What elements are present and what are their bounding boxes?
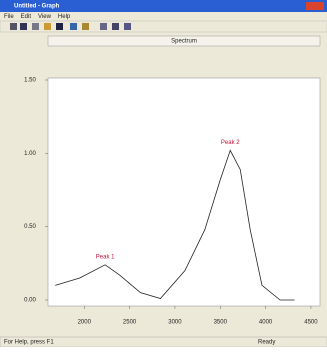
y-tick-label: 1.00 — [24, 151, 36, 157]
x-tick-label: 2500 — [123, 320, 137, 326]
header-bar — [47, 35, 321, 47]
close-button[interactable] — [306, 2, 324, 10]
y-tick-label: 0.00 — [24, 298, 36, 304]
plot-area — [47, 77, 321, 307]
toolbar — [0, 20, 327, 33]
status-text: For Help, press F1 — [4, 340, 54, 346]
menu-item[interactable]: Edit — [21, 14, 32, 20]
x-tick-label: 3000 — [168, 320, 182, 326]
annotation: Peak 2 — [221, 140, 240, 146]
menu-item[interactable]: Help — [58, 14, 71, 20]
status-ready: Ready — [258, 340, 275, 346]
menu-item[interactable]: View — [38, 14, 52, 20]
y-tick-label: 1.50 — [24, 78, 36, 84]
x-tick-label: 2000 — [78, 320, 92, 326]
x-tick-label: 4500 — [304, 320, 318, 326]
x-tick-label: 3500 — [214, 320, 228, 326]
title-bar — [0, 0, 327, 12]
y-tick-label: 0.50 — [24, 224, 36, 230]
toolbar-icons[interactable] — [10, 23, 131, 30]
x-tick-label: 4000 — [259, 320, 273, 326]
data-line — [55, 149, 295, 301]
window-title: Untitled - Graph — [14, 4, 60, 10]
menu-item[interactable]: File — [4, 14, 14, 20]
annotation: Peak 1 — [96, 254, 115, 260]
header-label: Spectrum — [171, 39, 197, 45]
